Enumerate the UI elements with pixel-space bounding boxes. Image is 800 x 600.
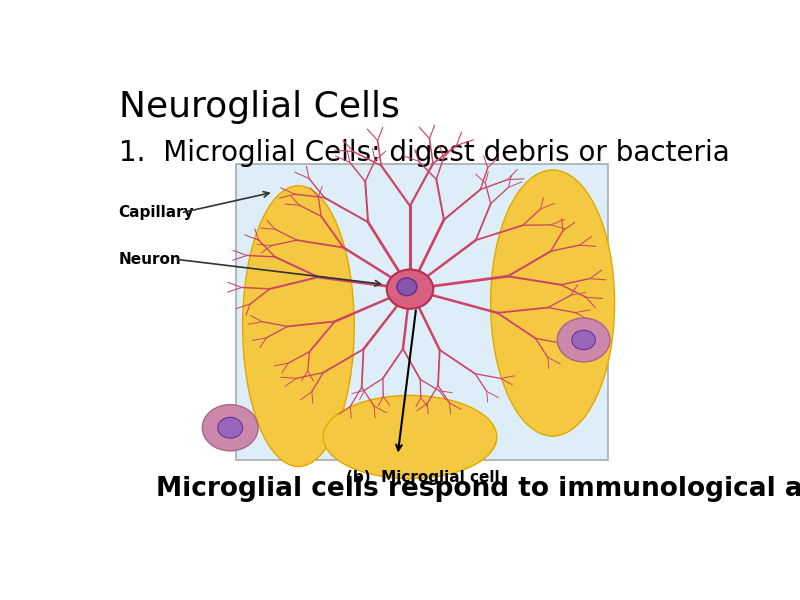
- Ellipse shape: [218, 418, 242, 438]
- Ellipse shape: [323, 395, 497, 479]
- Text: Neuroglial Cells: Neuroglial Cells: [118, 91, 399, 124]
- Text: (b)  Microglial cell: (b) Microglial cell: [346, 470, 499, 485]
- Ellipse shape: [558, 318, 610, 362]
- Ellipse shape: [242, 185, 354, 467]
- Ellipse shape: [202, 404, 258, 451]
- Bar: [237, 164, 608, 460]
- Ellipse shape: [490, 170, 614, 436]
- Ellipse shape: [397, 278, 417, 296]
- Text: Microglial cells respond to immunological alarms: Microglial cells respond to immunologica…: [156, 476, 800, 502]
- Ellipse shape: [386, 269, 434, 309]
- Ellipse shape: [572, 330, 595, 350]
- Text: Neuron: Neuron: [118, 251, 182, 266]
- Text: Capillary: Capillary: [118, 205, 194, 220]
- Text: 1.  Microglial Cells: digest debris or bacteria: 1. Microglial Cells: digest debris or ba…: [118, 139, 730, 167]
